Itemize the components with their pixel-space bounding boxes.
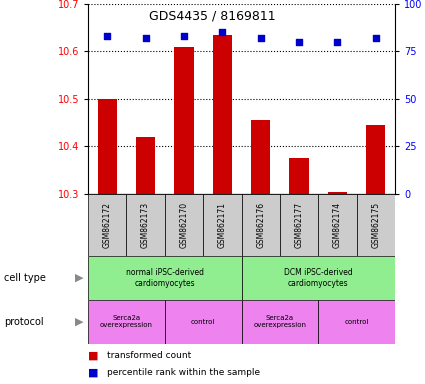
Bar <box>136 137 155 194</box>
Bar <box>174 46 193 194</box>
Bar <box>126 194 165 256</box>
Text: GDS4435 / 8169811: GDS4435 / 8169811 <box>149 10 276 23</box>
Text: normal iPSC-derived
cardiomyocytes: normal iPSC-derived cardiomyocytes <box>126 268 204 288</box>
Text: GSM862173: GSM862173 <box>141 202 150 248</box>
Point <box>142 35 149 41</box>
Bar <box>241 300 318 344</box>
Bar <box>203 194 241 256</box>
Text: cell type: cell type <box>4 273 46 283</box>
Text: protocol: protocol <box>4 317 44 327</box>
Text: GSM862175: GSM862175 <box>371 202 380 248</box>
Bar <box>88 194 126 256</box>
Text: GSM862177: GSM862177 <box>295 202 303 248</box>
Text: ■: ■ <box>88 368 99 378</box>
Text: ■: ■ <box>88 350 99 360</box>
Text: GSM862174: GSM862174 <box>333 202 342 248</box>
Bar <box>165 194 203 256</box>
Text: DCM iPSC-derived
cardiomyocytes: DCM iPSC-derived cardiomyocytes <box>284 268 353 288</box>
Bar <box>318 194 357 256</box>
Text: Serca2a
overexpression: Serca2a overexpression <box>100 316 153 328</box>
Text: Serca2a
overexpression: Serca2a overexpression <box>253 316 306 328</box>
Point <box>296 39 303 45</box>
Text: control: control <box>344 319 369 325</box>
Bar <box>165 300 241 344</box>
Point <box>334 39 341 45</box>
Text: GSM862176: GSM862176 <box>256 202 265 248</box>
Text: control: control <box>191 319 215 325</box>
Bar <box>328 192 347 194</box>
Bar <box>280 194 318 256</box>
Point <box>219 29 226 35</box>
Text: percentile rank within the sample: percentile rank within the sample <box>107 368 260 377</box>
Point <box>372 35 379 41</box>
Point <box>257 35 264 41</box>
Text: ▶: ▶ <box>75 317 84 327</box>
Bar <box>241 256 395 300</box>
Text: ▶: ▶ <box>75 273 84 283</box>
Bar <box>213 35 232 194</box>
Bar <box>366 125 385 194</box>
Bar <box>241 194 280 256</box>
Bar <box>88 256 241 300</box>
Bar <box>289 158 309 194</box>
Text: GSM862172: GSM862172 <box>103 202 112 248</box>
Bar <box>318 300 395 344</box>
Bar <box>357 194 395 256</box>
Bar <box>98 99 117 194</box>
Point <box>104 33 111 39</box>
Text: GSM862171: GSM862171 <box>218 202 227 248</box>
Text: GSM862170: GSM862170 <box>179 202 188 248</box>
Bar <box>88 300 165 344</box>
Point <box>181 33 187 39</box>
Text: transformed count: transformed count <box>107 351 191 360</box>
Bar <box>251 120 270 194</box>
